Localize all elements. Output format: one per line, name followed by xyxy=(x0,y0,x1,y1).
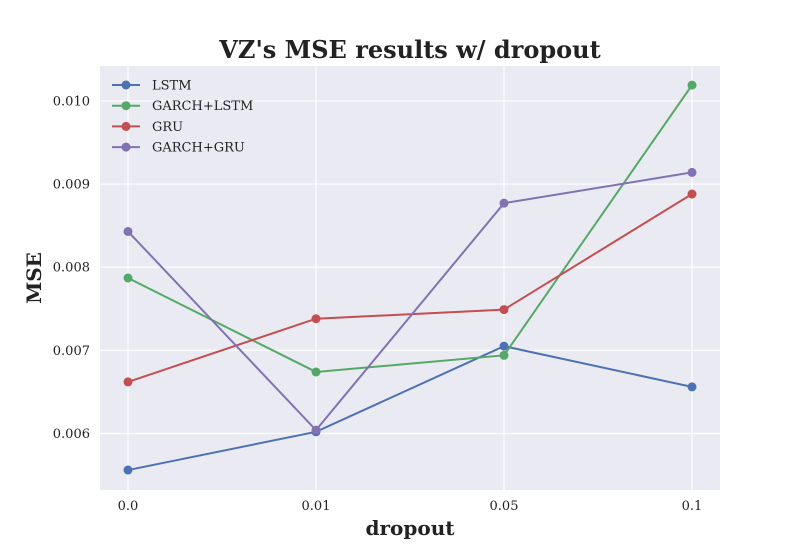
data-point xyxy=(499,350,509,360)
legend-item: GARCH+LSTM xyxy=(112,99,253,114)
y-tick-label: 0.007 xyxy=(53,344,90,359)
legend-swatch-marker xyxy=(121,121,131,131)
data-point xyxy=(311,425,321,435)
data-point xyxy=(499,305,509,315)
y-tick-label: 0.006 xyxy=(53,427,90,442)
x-tick-label: 0.1 xyxy=(682,499,703,514)
legend-swatch-marker xyxy=(121,80,131,90)
legend: LSTM GARCH+LSTM GRU GARCH+GRU xyxy=(112,79,253,156)
y-tick-label: 0.008 xyxy=(53,261,90,276)
legend-swatch-marker xyxy=(121,142,131,152)
data-point xyxy=(687,189,697,199)
legend-label: GARCH+LSTM xyxy=(152,99,253,114)
x-tick-labels: 0.0 0.01 0.05 0.1 xyxy=(118,499,703,514)
series-gru xyxy=(123,189,697,387)
series-garch-gru xyxy=(123,167,697,435)
x-axis-label: dropout xyxy=(366,516,456,540)
data-point xyxy=(499,341,509,351)
legend-item: GRU xyxy=(112,120,183,135)
data-point xyxy=(687,382,697,392)
y-tick-labels: 0.006 0.007 0.008 0.009 0.010 xyxy=(53,94,90,442)
legend-swatch-marker xyxy=(121,101,131,111)
legend-item: GARCH+GRU xyxy=(112,141,245,156)
series-garch-lstm xyxy=(123,80,697,377)
x-tick-label: 0.05 xyxy=(490,499,519,514)
x-tick-label: 0.01 xyxy=(302,499,331,514)
y-tick-label: 0.010 xyxy=(53,94,90,109)
data-point xyxy=(123,273,133,283)
data-point xyxy=(687,167,697,177)
data-point xyxy=(123,377,133,387)
data-point xyxy=(687,80,697,90)
y-axis-label: MSE xyxy=(22,252,46,304)
data-point xyxy=(311,314,321,324)
series-line xyxy=(127,345,693,472)
chart-title: VZ's MSE results w/ dropout xyxy=(218,35,600,64)
legend-item: LSTM xyxy=(112,79,192,94)
legend-label: GRU xyxy=(152,120,183,135)
series-line xyxy=(127,84,693,373)
legend-label: GARCH+GRU xyxy=(152,141,245,156)
x-tick-label: 0.0 xyxy=(118,499,139,514)
data-point xyxy=(499,198,509,208)
y-tick-label: 0.009 xyxy=(53,178,90,193)
series-line xyxy=(127,193,693,383)
legend-label: LSTM xyxy=(152,79,192,94)
series-line xyxy=(127,171,693,432)
data-point xyxy=(123,465,133,475)
series-layer xyxy=(123,80,697,475)
data-point xyxy=(311,367,321,377)
plot-area xyxy=(100,66,720,490)
data-point xyxy=(123,226,133,236)
